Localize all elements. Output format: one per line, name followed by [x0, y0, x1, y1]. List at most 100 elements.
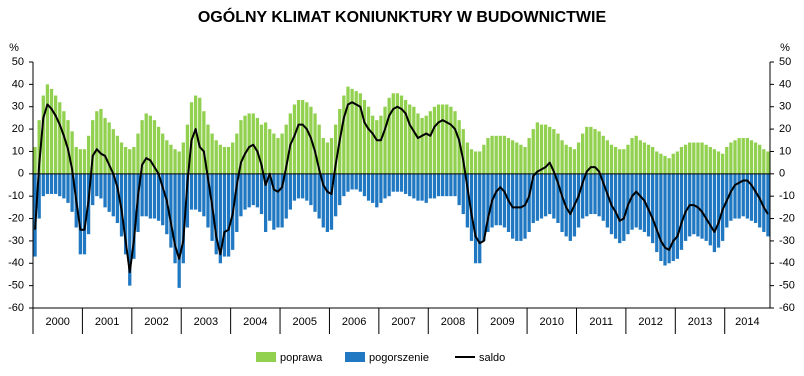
- bar: [399, 173, 404, 192]
- bar: [284, 173, 288, 219]
- bar: [469, 149, 474, 174]
- bar: [613, 146, 618, 174]
- bar: [86, 135, 91, 174]
- bar: [745, 173, 750, 219]
- bar: [683, 144, 688, 174]
- bar: [317, 173, 321, 219]
- bar: [383, 106, 387, 174]
- bar: [301, 100, 305, 174]
- bar: [70, 131, 74, 174]
- bar: [263, 122, 268, 174]
- bar: [74, 146, 78, 174]
- bar: [333, 124, 338, 174]
- bar: [103, 117, 107, 174]
- bar: [132, 146, 136, 174]
- bar: [498, 135, 502, 174]
- bar: [366, 106, 371, 174]
- bar: [173, 149, 177, 174]
- bar: [214, 140, 218, 174]
- bar: [597, 131, 601, 174]
- bar: [638, 140, 642, 174]
- bar: [441, 173, 445, 197]
- bar: [391, 93, 395, 174]
- bar: [41, 95, 45, 174]
- bar: [165, 140, 169, 174]
- y-tick-label: -40: [8, 257, 24, 269]
- bar: [144, 113, 148, 174]
- bar: [535, 122, 540, 174]
- bar: [663, 173, 667, 266]
- bar: [572, 149, 577, 174]
- y2-tick-label: 30: [779, 101, 791, 113]
- bar: [280, 173, 284, 228]
- bar: [169, 144, 173, 174]
- bar: [379, 115, 383, 174]
- bar: [148, 173, 152, 219]
- bar: [268, 173, 272, 221]
- x-tick-label: 2000: [45, 316, 69, 328]
- y-tick-label: 30: [12, 101, 24, 113]
- bar: [428, 173, 432, 199]
- bar: [263, 173, 268, 232]
- bar: [123, 173, 128, 255]
- bar: [408, 104, 412, 174]
- bar: [502, 135, 507, 174]
- bar: [729, 142, 733, 174]
- bar: [465, 142, 470, 174]
- bar: [161, 173, 165, 226]
- bar: [428, 111, 432, 174]
- bar: [745, 138, 750, 174]
- bar: [95, 111, 99, 174]
- bar: [222, 173, 227, 257]
- bar: [177, 151, 181, 174]
- bar: [762, 149, 766, 174]
- bar: [737, 173, 741, 219]
- bar: [41, 173, 45, 197]
- bar: [605, 140, 610, 174]
- y-tick-label: -30: [8, 235, 24, 247]
- bar: [408, 173, 412, 197]
- bar: [276, 138, 280, 174]
- bar: [700, 173, 704, 239]
- bar: [560, 173, 564, 232]
- bar: [354, 173, 358, 190]
- bar: [156, 126, 161, 174]
- bar: [618, 173, 622, 244]
- bar: [609, 144, 614, 174]
- bar: [321, 173, 325, 228]
- bar: [292, 104, 297, 174]
- bar: [441, 104, 445, 174]
- bar: [733, 173, 737, 219]
- bar: [527, 138, 531, 174]
- bar: [383, 173, 387, 199]
- bar: [123, 146, 128, 174]
- y-tick-label: -50: [8, 280, 24, 292]
- bar: [741, 138, 745, 174]
- bar: [630, 173, 634, 230]
- bar: [251, 113, 255, 174]
- bar: [259, 173, 264, 215]
- bar: [766, 173, 770, 237]
- bar: [62, 173, 66, 199]
- bar: [33, 146, 37, 174]
- bar: [185, 173, 190, 228]
- bar: [144, 173, 148, 217]
- chart-title: OGÓLNY KLIMAT KONIUNKTURY W BUDOWNICTWIE: [198, 7, 607, 26]
- bar: [284, 124, 288, 174]
- bar: [692, 142, 696, 174]
- bar: [696, 173, 700, 237]
- bar: [288, 173, 292, 210]
- bar: [218, 173, 222, 264]
- bar: [78, 173, 82, 255]
- y-tick-label: -10: [8, 190, 24, 202]
- bar: [346, 173, 350, 192]
- bar: [432, 173, 437, 199]
- bar: [350, 88, 354, 174]
- bar: [239, 173, 243, 217]
- bar: [457, 173, 461, 206]
- bar: [638, 173, 642, 230]
- x-tick-label: 2005: [293, 316, 317, 328]
- bar: [646, 173, 651, 237]
- bar: [478, 151, 482, 174]
- bar: [276, 173, 280, 228]
